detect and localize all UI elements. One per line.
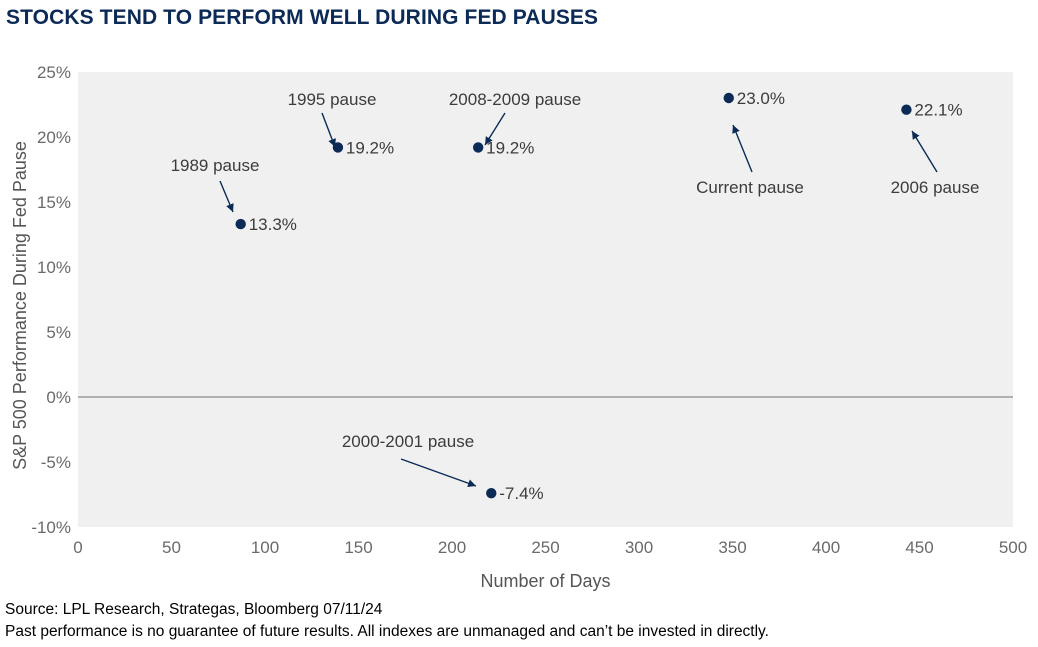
pause-label: Current pause — [696, 178, 804, 197]
value-label: 19.2% — [346, 138, 394, 157]
y-tick-label: 10% — [37, 258, 71, 277]
x-tick-label: 0 — [73, 538, 82, 557]
x-axis-label: Number of Days — [480, 571, 610, 591]
data-point — [235, 218, 246, 230]
pause-label: 2008-2009 pause — [449, 90, 581, 109]
annotation-arrow — [219, 180, 234, 213]
value-label: 19.2% — [486, 138, 534, 157]
chart-title: STOCKS TEND TO PERFORM WELL DURING FED P… — [6, 6, 599, 29]
y-axis-label: S&P 500 Performance During Fed Pause — [10, 141, 30, 470]
value-label: 23.0% — [737, 89, 785, 108]
disclaimer-note: Past performance is no guarantee of futu… — [5, 623, 769, 640]
x-tick-label: 300 — [625, 538, 653, 557]
x-tick-label: 450 — [905, 538, 933, 557]
value-label: -7.4% — [499, 484, 543, 503]
y-tick-label: 5% — [46, 323, 71, 342]
data-point — [486, 488, 497, 499]
value-label: 13.3% — [249, 215, 297, 234]
x-tick-label: 100 — [251, 538, 279, 557]
x-tick-label: 250 — [531, 538, 559, 557]
annotation-arrow — [732, 124, 753, 173]
pause-label: 2000-2001 pause — [342, 432, 474, 451]
y-tick-label: -5% — [41, 453, 71, 472]
x-tick-label: 350 — [718, 538, 746, 557]
x-tick-label: 200 — [438, 538, 466, 557]
pause-label: 2006 pause — [891, 178, 980, 197]
y-tick-label: 20% — [37, 128, 71, 147]
data-point — [901, 104, 912, 115]
y-tick-label: 0% — [46, 388, 71, 407]
plot-area — [78, 72, 1013, 527]
pause-label: 1995 pause — [288, 90, 377, 109]
x-tick-label: 150 — [344, 538, 372, 557]
x-tick-label: 50 — [162, 538, 181, 557]
value-label: 22.1% — [914, 101, 962, 120]
x-tick-label: 500 — [999, 538, 1027, 557]
y-tick-label: 15% — [37, 193, 71, 212]
source-note: Source: LPL Research, Strategas, Bloombe… — [5, 601, 383, 618]
y-tick-label: -10% — [31, 518, 71, 537]
annotation-arrow — [321, 112, 336, 148]
pause-label: 1989 pause — [171, 156, 260, 175]
data-point — [723, 92, 734, 104]
data-point — [332, 142, 344, 153]
annotation-arrow — [400, 458, 477, 488]
data-point — [472, 142, 484, 153]
x-tick-label: 400 — [812, 538, 840, 557]
y-tick-label: 25% — [37, 63, 71, 82]
annotation-arrow — [484, 112, 506, 146]
annotation-arrow — [911, 130, 938, 173]
